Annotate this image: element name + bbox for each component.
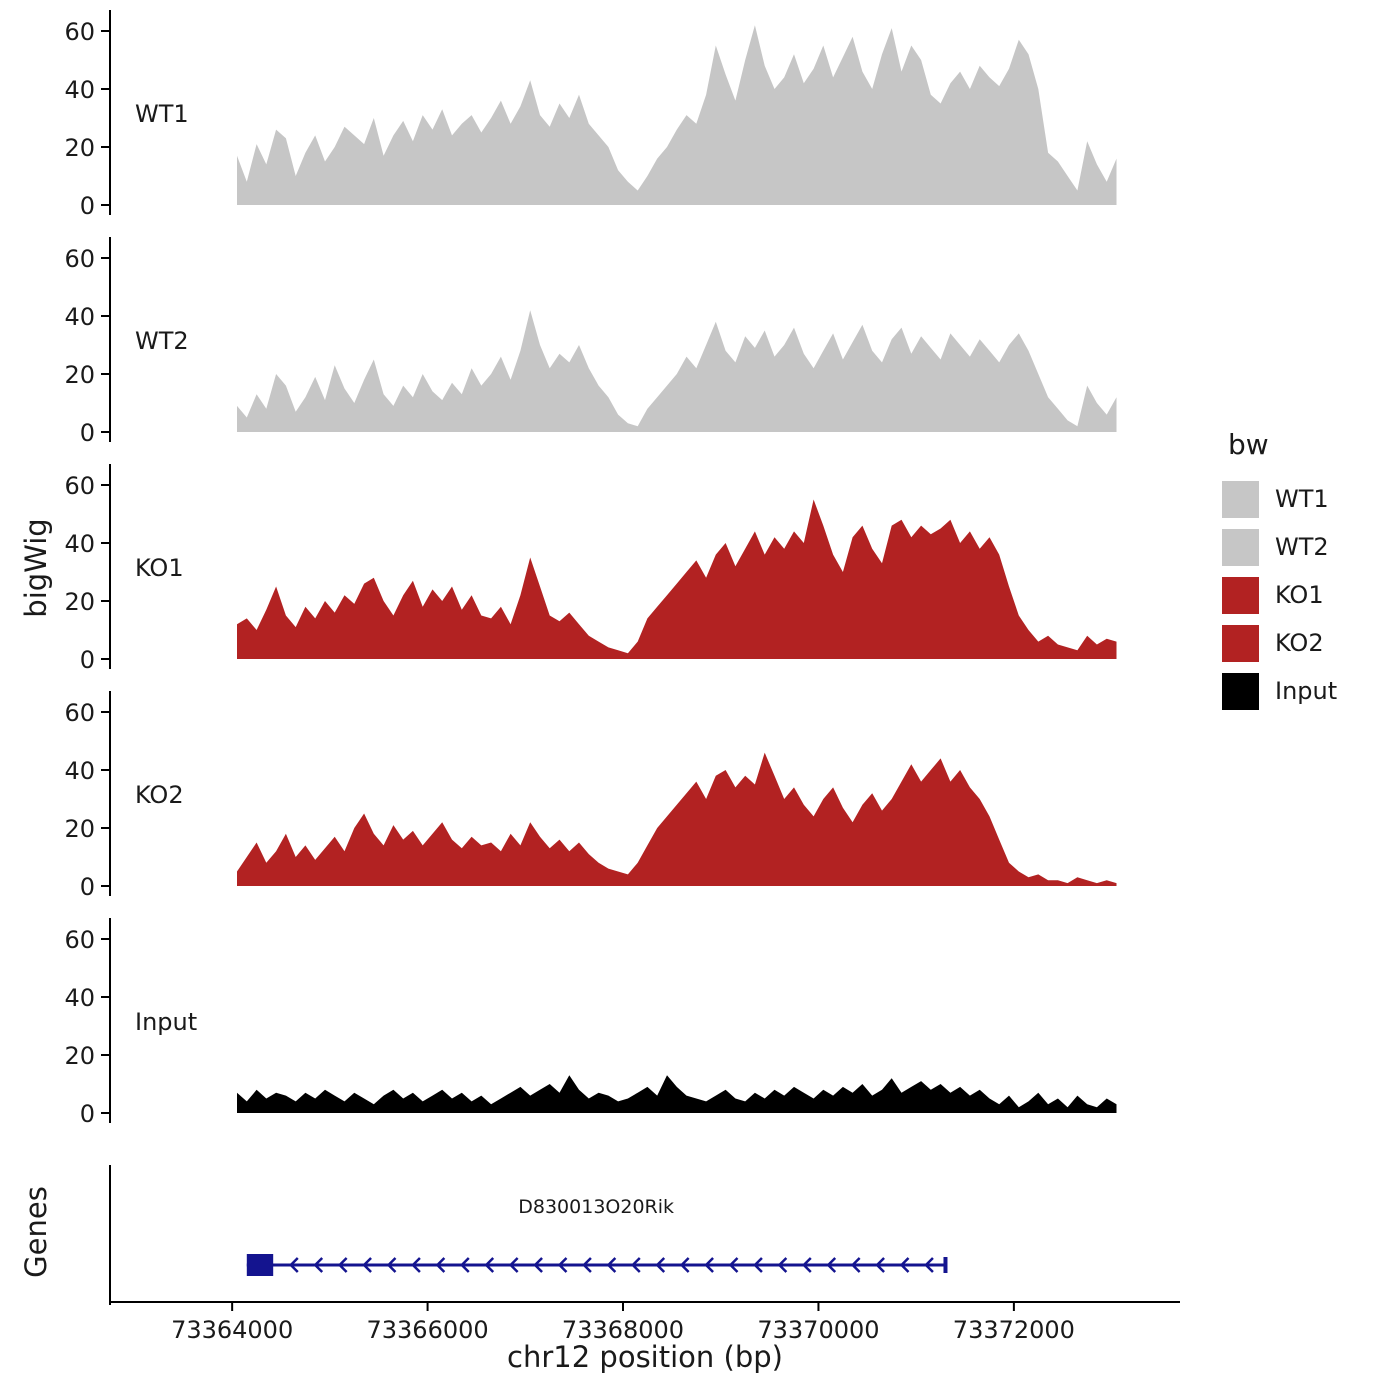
y-tick-label: 0 bbox=[80, 646, 95, 669]
legend: bw WT1 WT2 KO1 KO2 Input bbox=[1222, 428, 1337, 715]
strand-arrow-icon bbox=[582, 1257, 592, 1273]
legend-entry-WT1: WT1 bbox=[1222, 475, 1337, 523]
strand-arrow-icon bbox=[435, 1257, 446, 1273]
track-plot-KO1: 0 20 40 60 KO1 bbox=[64, 464, 1117, 674]
y-tick-label: 40 bbox=[64, 303, 95, 331]
strand-arrow-icon bbox=[484, 1257, 495, 1273]
strand-arrow-icon bbox=[631, 1257, 641, 1273]
strand-arrow-icon bbox=[337, 1257, 348, 1273]
y-tick-label: 40 bbox=[64, 530, 95, 558]
legend-swatch-WT1 bbox=[1222, 480, 1259, 518]
track-plot-Input: 0 20 40 60 Input bbox=[64, 918, 1117, 1128]
x-axis-plot: 73364000 73366000 73368000 73370000 73372000 bbox=[110, 1301, 1180, 1344]
strand-arrow-icon bbox=[362, 1257, 372, 1273]
strand-arrow-icon bbox=[777, 1257, 788, 1273]
y-tick-label: 40 bbox=[64, 757, 95, 785]
panel-WT1: 0 20 40 60 WT1 bbox=[40, 10, 1180, 220]
y-tick-label: 20 bbox=[64, 815, 95, 843]
strand-arrow-icon bbox=[728, 1257, 739, 1273]
y-tick-label: 60 bbox=[64, 926, 95, 954]
legend-entry-KO2: KO2 bbox=[1222, 619, 1337, 667]
y-tick-label: 0 bbox=[80, 873, 95, 896]
legend-swatch-KO1 bbox=[1222, 576, 1259, 614]
genes-plot: D830013O20Rik bbox=[109, 1165, 948, 1305]
legend-title: bw bbox=[1228, 428, 1269, 461]
gene-end-marker bbox=[943, 1257, 948, 1273]
strand-arrow-icon bbox=[557, 1257, 568, 1273]
strand-arrow-icon bbox=[289, 1257, 299, 1273]
strand-arrow-icon bbox=[386, 1257, 397, 1273]
legend-entry-WT2: WT2 bbox=[1222, 523, 1337, 571]
strand-arrow-icon bbox=[924, 1257, 934, 1273]
y-tick-label: 20 bbox=[64, 134, 95, 162]
x-tick-label: 73368000 bbox=[562, 1316, 684, 1344]
track-label-WT2: WT2 bbox=[135, 327, 189, 355]
strand-arrow-icon bbox=[655, 1257, 666, 1273]
strand-arrow-icon bbox=[802, 1257, 812, 1273]
track-label-KO2: KO2 bbox=[135, 781, 184, 809]
coverage-area-WT2 bbox=[237, 310, 1117, 432]
track-plot-WT1: 0 20 40 60 WT1 bbox=[64, 10, 1117, 220]
gene-name-label: D830013O20Rik bbox=[518, 1196, 674, 1218]
panel-genes: D830013O20Rik bbox=[40, 1165, 1180, 1305]
panel-WT2: 0 20 40 60 WT2 bbox=[40, 237, 1180, 447]
legend-swatch-WT2 bbox=[1222, 528, 1259, 566]
strand-arrow-icon bbox=[679, 1257, 690, 1273]
strand-arrow-icon bbox=[826, 1257, 837, 1273]
coverage-area-KO2 bbox=[237, 752, 1117, 886]
x-axis-panel: 73364000 73366000 73368000 73370000 73372000 bbox=[40, 1298, 1180, 1348]
strand-arrow-icon bbox=[704, 1257, 714, 1273]
strand-arrow-icon bbox=[411, 1257, 421, 1273]
y-tick-label: 60 bbox=[64, 245, 95, 273]
coverage-area-WT1 bbox=[237, 25, 1117, 206]
legend-label-WT2: WT2 bbox=[1275, 533, 1329, 561]
strand-arrow-icon bbox=[899, 1257, 910, 1273]
x-tick-label: 73364000 bbox=[171, 1316, 293, 1344]
y-tick-label: 0 bbox=[80, 192, 95, 215]
legend-label-Input: Input bbox=[1275, 677, 1338, 705]
panel-Input: 0 20 40 60 Input bbox=[40, 918, 1180, 1128]
panel-KO1: 0 20 40 60 KO1 bbox=[40, 464, 1180, 674]
legend-entry-Input: Input bbox=[1222, 667, 1337, 715]
y-tick-label: 60 bbox=[64, 18, 95, 46]
track-plot-WT2: 0 20 40 60 WT2 bbox=[64, 237, 1117, 447]
y-tick-label: 20 bbox=[64, 588, 95, 616]
legend-label-KO2: KO2 bbox=[1275, 629, 1324, 657]
legend-entry-KO1: KO1 bbox=[1222, 571, 1337, 619]
y-tick-label: 20 bbox=[64, 361, 95, 389]
x-tick-label: 73372000 bbox=[953, 1316, 1075, 1344]
gene-exon-box bbox=[246, 1254, 274, 1276]
y-tick-label: 40 bbox=[64, 76, 95, 104]
legend-label-KO1: KO1 bbox=[1275, 581, 1324, 609]
y-tick-label: 0 bbox=[80, 419, 95, 442]
strand-arrow-icon bbox=[850, 1257, 861, 1273]
y-tick-label: 60 bbox=[64, 472, 95, 500]
x-tick-label: 73366000 bbox=[367, 1316, 489, 1344]
panel-KO2: 0 20 40 60 KO2 bbox=[40, 691, 1180, 901]
coverage-area-KO1 bbox=[237, 499, 1117, 659]
strand-arrow-icon bbox=[606, 1257, 617, 1273]
y-tick-label: 20 bbox=[64, 1042, 95, 1070]
y-tick-label: 60 bbox=[64, 699, 95, 727]
track-label-Input: Input bbox=[135, 1008, 197, 1036]
strand-arrow-icon bbox=[875, 1257, 885, 1273]
strand-arrow-icon bbox=[753, 1257, 763, 1273]
strand-arrow-icon bbox=[533, 1257, 543, 1273]
strand-arrow-icon bbox=[313, 1257, 324, 1273]
coverage-area-Input bbox=[237, 1075, 1117, 1113]
legend-swatch-Input bbox=[1222, 672, 1259, 710]
strand-arrow-icon bbox=[460, 1257, 470, 1273]
track-label-WT1: WT1 bbox=[135, 100, 189, 128]
legend-entries: WT1 WT2 KO1 KO2 Input bbox=[1222, 475, 1337, 715]
legend-label-WT1: WT1 bbox=[1275, 485, 1329, 513]
y-tick-label: 40 bbox=[64, 984, 95, 1012]
legend-swatch-KO2 bbox=[1222, 624, 1259, 662]
strand-arrow-icon bbox=[508, 1257, 519, 1273]
x-axis-title: chr12 position (bp) bbox=[507, 1340, 783, 1374]
track-plot-KO2: 0 20 40 60 KO2 bbox=[64, 691, 1117, 901]
y-tick-label: 0 bbox=[80, 1100, 95, 1123]
x-tick-label: 73370000 bbox=[757, 1316, 879, 1344]
track-label-KO1: KO1 bbox=[135, 554, 184, 582]
